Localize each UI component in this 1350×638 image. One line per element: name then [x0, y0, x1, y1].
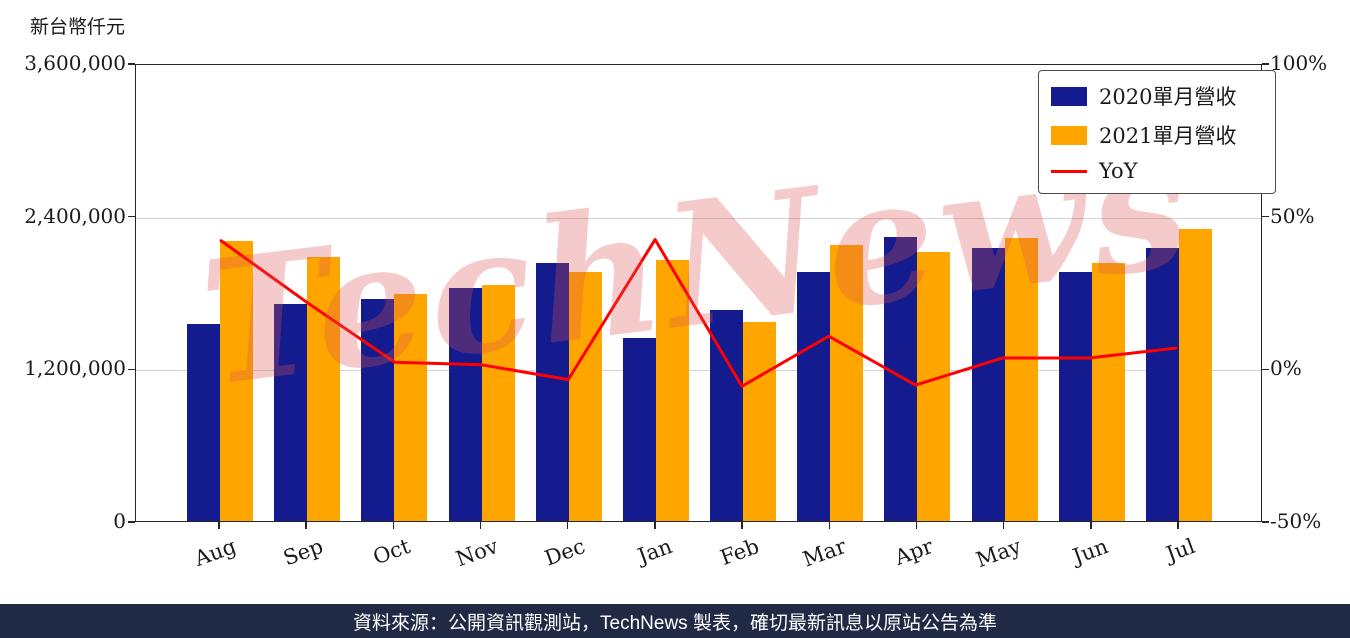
x-tick-mark	[654, 522, 656, 529]
bar-2021單月營收-Nov	[481, 285, 515, 521]
x-axis-tick-label: Oct	[370, 534, 414, 570]
x-axis-tick-label: Apr	[892, 534, 937, 570]
x-axis-tick-label: Jun	[1069, 534, 1112, 569]
bar-2020單月營收-Aug	[187, 324, 220, 521]
x-tick-mark	[1090, 522, 1092, 529]
bar-2020單月營收-Nov	[448, 288, 482, 521]
bar-2020單月營收-Jun	[1058, 272, 1092, 521]
right-tick-mark	[1262, 521, 1269, 523]
yoy-polyline	[219, 238, 1178, 388]
right-axis-tick-label: 50%	[1270, 203, 1315, 228]
x-tick-mark	[1177, 522, 1179, 529]
x-axis-tick-label: Jul	[1163, 534, 1199, 567]
x-axis-tick-label: May	[972, 534, 1024, 573]
left-axis-tick-label: 3,600,000	[24, 51, 126, 75]
x-tick-mark	[566, 522, 569, 529]
bar-2021單月營收-Jun	[1091, 263, 1125, 521]
right-tick-mark	[1262, 368, 1269, 371]
legend-label-yoy: YoY	[1099, 159, 1138, 183]
x-axis-tick-label: Aug	[191, 534, 240, 571]
yoy-line	[219, 238, 1178, 388]
legend-swatch-yoy-line	[1051, 169, 1087, 173]
right-axis-tick-label: 0%	[1270, 356, 1302, 381]
x-axis-tick-label: Sep	[280, 534, 327, 571]
bar-2021單月營收-Aug	[220, 240, 253, 521]
x-axis-tick-label: Jan	[634, 534, 676, 569]
x-axis-tick-label: Mar	[799, 534, 850, 572]
left-tick-mark	[128, 368, 135, 371]
bar-2020單月營收-Apr	[884, 237, 918, 521]
bar-2021單月營收-Oct	[394, 294, 428, 521]
x-tick-mark	[1002, 522, 1005, 529]
x-tick-mark	[915, 522, 918, 529]
left-tick-mark	[128, 63, 135, 65]
bar-2021單月營收-Jul	[1179, 229, 1212, 521]
bar-2020單月營收-Oct	[361, 299, 395, 521]
x-tick-mark	[479, 522, 482, 529]
left-tick-mark	[128, 215, 135, 218]
right-axis-tick-label: 100%	[1270, 51, 1328, 75]
bar-2020單月營收-Jan	[622, 338, 656, 521]
x-tick-mark	[828, 522, 831, 529]
left-axis-tick-label: 1,200,000	[24, 356, 126, 381]
bar-2020單月營收-Sep	[274, 304, 308, 521]
footer-bar: 資料來源：公開資訊觀測站，TechNews 製表，確切最新訊息以原站公告為準	[0, 604, 1350, 638]
legend: 2020單月營收 2021單月營收 YoY	[1038, 70, 1276, 194]
gridline	[136, 370, 1261, 372]
bar-2020單月營收-Jul	[1146, 247, 1179, 521]
legend-item-yoy: YoY	[1051, 159, 1263, 183]
right-axis-tick-label: -50%	[1270, 509, 1322, 533]
right-tick-mark	[1262, 63, 1269, 65]
bar-2021單月營收-Dec	[568, 272, 602, 521]
left-tick-mark	[128, 521, 135, 523]
gridline	[136, 217, 1261, 219]
legend-swatch-2020	[1051, 86, 1087, 106]
y-axis-unit-label: 新台幣仟元	[30, 16, 126, 38]
x-axis-tick-label: Nov	[452, 534, 501, 572]
bar-2021單月營收-Mar	[830, 245, 864, 521]
bar-2021單月營收-Apr	[917, 252, 951, 521]
legend-item-2021: 2021單月營收	[1051, 120, 1263, 150]
x-tick-mark	[218, 522, 220, 529]
legend-label-2021: 2021單月營收	[1099, 124, 1237, 148]
x-tick-mark	[741, 522, 743, 529]
bar-2021單月營收-Sep	[307, 257, 341, 521]
bar-2021單月營收-May	[1004, 238, 1038, 521]
right-tick-mark	[1262, 215, 1269, 218]
bar-2021單月營收-Feb	[743, 322, 777, 521]
bar-2020單月營收-Feb	[710, 310, 744, 521]
x-tick-mark	[305, 522, 307, 529]
footer-text: 資料來源：公開資訊觀測站，TechNews 製表，確切最新訊息以原站公告為準	[353, 612, 997, 634]
bar-2020單月營收-Dec	[535, 263, 569, 521]
legend-item-2020: 2020單月營收	[1051, 81, 1263, 111]
bar-2021單月營收-Jan	[655, 260, 689, 521]
x-tick-mark	[392, 522, 395, 529]
left-axis-tick-label: 2,400,000	[24, 203, 126, 228]
left-axis-tick-label: 0	[113, 509, 126, 533]
bar-2020單月營收-Mar	[797, 272, 831, 521]
x-axis-tick-label: Feb	[717, 534, 763, 570]
x-axis-tick-label: Dec	[541, 534, 588, 571]
legend-label-2020: 2020單月營收	[1099, 85, 1237, 109]
bar-2020單月營收-May	[971, 247, 1005, 521]
legend-swatch-2021	[1051, 125, 1087, 145]
